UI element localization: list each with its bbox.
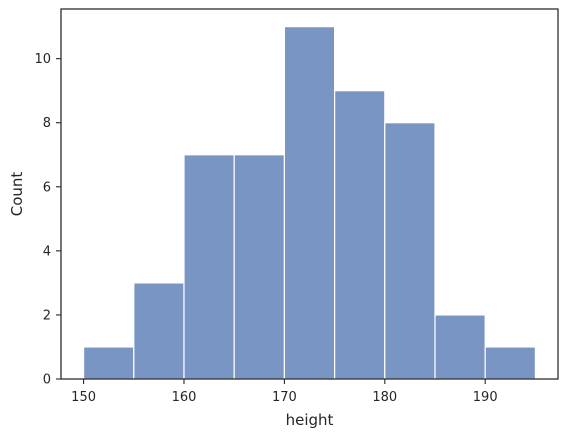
y-tick-label: 0	[43, 373, 51, 388]
histogram-bar	[384, 122, 436, 380]
x-tick-label: 150	[71, 390, 96, 405]
y-tick-label: 10	[34, 52, 51, 67]
x-tick-label: 180	[372, 390, 397, 405]
histogram-bar	[484, 346, 537, 380]
histogram-bar	[133, 282, 185, 380]
y-axis-label: Count	[8, 172, 26, 217]
histogram-bar	[283, 26, 336, 380]
histogram-bar	[334, 90, 386, 380]
y-tick-label: 8	[43, 116, 51, 131]
plot-frame	[60, 8, 559, 380]
histogram-bar	[434, 314, 486, 380]
y-tick-label: 4	[43, 244, 51, 259]
y-ticks: 0 2 4 6 8 10	[34, 52, 61, 388]
y-tick-label: 2	[43, 308, 51, 323]
histogram-bar	[233, 154, 285, 380]
x-tick-label: 170	[272, 390, 297, 405]
x-tick-label: 190	[473, 390, 498, 405]
histogram-bar	[183, 154, 235, 380]
x-axis-label: height	[286, 411, 334, 429]
y-tick-label: 6	[43, 180, 51, 195]
histogram-bar	[82, 346, 135, 380]
bars-group	[82, 26, 537, 380]
x-ticks: 150 160 170 180 190	[71, 379, 498, 405]
x-tick-label: 160	[172, 390, 197, 405]
